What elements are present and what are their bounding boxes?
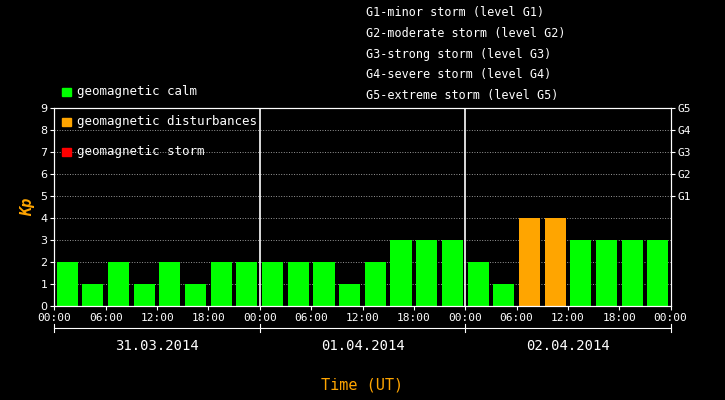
Text: geomagnetic calm: geomagnetic calm bbox=[77, 85, 197, 98]
Text: 01.04.2014: 01.04.2014 bbox=[320, 339, 405, 353]
Text: G2-moderate storm (level G2): G2-moderate storm (level G2) bbox=[366, 27, 566, 40]
Bar bbox=[262, 262, 283, 306]
Bar bbox=[391, 240, 412, 306]
Bar bbox=[313, 262, 334, 306]
Text: G3-strong storm (level G3): G3-strong storm (level G3) bbox=[366, 48, 552, 61]
Text: geomagnetic storm: geomagnetic storm bbox=[77, 145, 204, 158]
Text: G5-extreme storm (level G5): G5-extreme storm (level G5) bbox=[366, 89, 558, 102]
Bar bbox=[621, 240, 642, 306]
Y-axis label: Kp: Kp bbox=[20, 198, 35, 216]
Bar bbox=[519, 218, 540, 306]
Bar bbox=[133, 284, 154, 306]
Bar bbox=[544, 218, 566, 306]
Text: Time (UT): Time (UT) bbox=[321, 377, 404, 392]
Text: 31.03.2014: 31.03.2014 bbox=[115, 339, 199, 353]
Bar bbox=[365, 262, 386, 306]
Text: G4-severe storm (level G4): G4-severe storm (level G4) bbox=[366, 68, 552, 82]
Text: 02.04.2014: 02.04.2014 bbox=[526, 339, 610, 353]
Bar bbox=[288, 262, 309, 306]
Bar bbox=[493, 284, 514, 306]
Bar bbox=[160, 262, 181, 306]
Bar bbox=[442, 240, 463, 306]
Bar bbox=[596, 240, 617, 306]
Bar bbox=[339, 284, 360, 306]
Bar bbox=[57, 262, 78, 306]
Bar bbox=[83, 284, 104, 306]
Bar bbox=[647, 240, 668, 306]
Bar bbox=[108, 262, 129, 306]
Text: geomagnetic disturbances: geomagnetic disturbances bbox=[77, 115, 257, 128]
Bar bbox=[185, 284, 206, 306]
Bar bbox=[236, 262, 257, 306]
Bar bbox=[571, 240, 592, 306]
Bar bbox=[468, 262, 489, 306]
Text: G1-minor storm (level G1): G1-minor storm (level G1) bbox=[366, 6, 544, 19]
Bar bbox=[416, 240, 437, 306]
Bar bbox=[211, 262, 232, 306]
